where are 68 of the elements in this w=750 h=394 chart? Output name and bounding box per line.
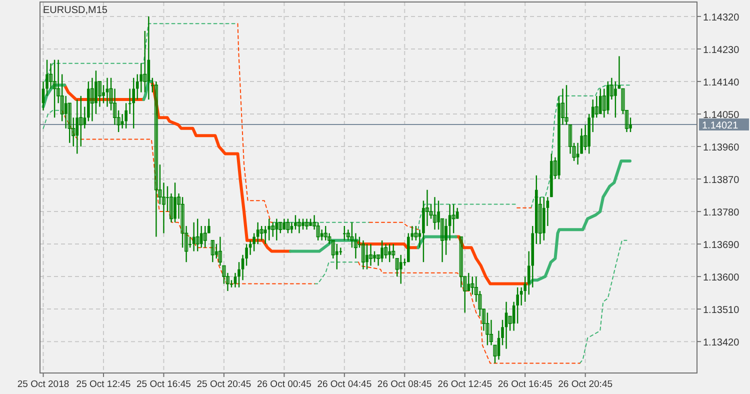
candlestick (459, 236, 463, 288)
candlestick (200, 225, 203, 248)
x-tick-label: 26 Oct 08:45 (377, 379, 432, 390)
candlestick (297, 218, 302, 234)
candlestick (591, 98, 594, 133)
candlestick (234, 272, 237, 288)
candlestick (196, 218, 200, 252)
candlestick (260, 225, 264, 242)
candlestick (120, 113, 124, 130)
candlestick (52, 59, 56, 118)
y-tick-label: 1.13780 (703, 208, 740, 219)
candlestick (335, 243, 338, 270)
candlestick (380, 240, 384, 263)
candlestick (598, 88, 602, 115)
candlestick (504, 301, 508, 350)
candlestick (203, 225, 207, 248)
x-tick-label: 26 Oct 04:45 (317, 379, 372, 390)
candlestick (207, 218, 210, 234)
candlestick (368, 243, 373, 266)
candlestick (304, 218, 309, 230)
x-tick-label: 26 Oct 16:45 (498, 379, 552, 390)
y-tick-label: 1.13870 (703, 175, 740, 186)
x-tick-label: 25 Oct 2018 (17, 379, 70, 390)
candlestick (174, 182, 176, 223)
candlestick (448, 204, 452, 242)
candlestick (268, 218, 271, 242)
candlestick (343, 225, 346, 242)
x-tick-label: 26 Oct 00:45 (256, 379, 312, 390)
candlestick (106, 77, 109, 108)
candlestick (64, 95, 68, 130)
candlestick (210, 240, 214, 263)
candlestick (614, 80, 617, 118)
x-tick-label: 26 Oct 12:45 (438, 379, 492, 390)
y-tick-label: 1.13690 (703, 240, 740, 252)
y-tick-label: 1.14230 (703, 44, 740, 56)
candlestick (388, 243, 391, 263)
y-tick-label: 1.14050 (703, 110, 740, 121)
x-tick-label: 25 Oct 16:45 (136, 379, 191, 390)
candlestick (399, 254, 402, 284)
candlestick (366, 243, 368, 270)
y-tick-label: 1.13600 (703, 272, 740, 284)
candlestick (524, 276, 526, 302)
candlestick (256, 222, 260, 245)
candlestick (320, 228, 324, 242)
candlestick (294, 214, 297, 230)
candlestick (154, 80, 158, 238)
candlestick (432, 196, 437, 230)
x-tick-label: 25 Oct 12:45 (76, 379, 131, 390)
candlestick (302, 218, 304, 230)
candlestick (76, 98, 79, 154)
candlestick (271, 222, 275, 238)
candlestick (486, 312, 490, 346)
y-tick-label: 1.13420 (703, 338, 740, 349)
y-tick-label: 1.13960 (703, 142, 740, 154)
ref-line-label: 1.14021 (702, 120, 739, 132)
candlestick (384, 243, 388, 260)
candlestick (218, 236, 222, 266)
candlestick (286, 218, 290, 234)
y-tick-label: 1.14320 (703, 12, 740, 24)
chart-title: EURUSD,M15 (43, 5, 108, 16)
y-tick-label: 1.14140 (703, 77, 740, 88)
x-tick-label: 25 Oct 20:45 (196, 379, 252, 390)
candlestick (414, 225, 418, 242)
candlestick (132, 77, 136, 130)
candlestick (324, 225, 328, 242)
candlestick (361, 240, 366, 270)
y-tick-label: 1.13510 (703, 305, 740, 316)
x-tick-label: 26 Oct 20:45 (558, 379, 613, 390)
